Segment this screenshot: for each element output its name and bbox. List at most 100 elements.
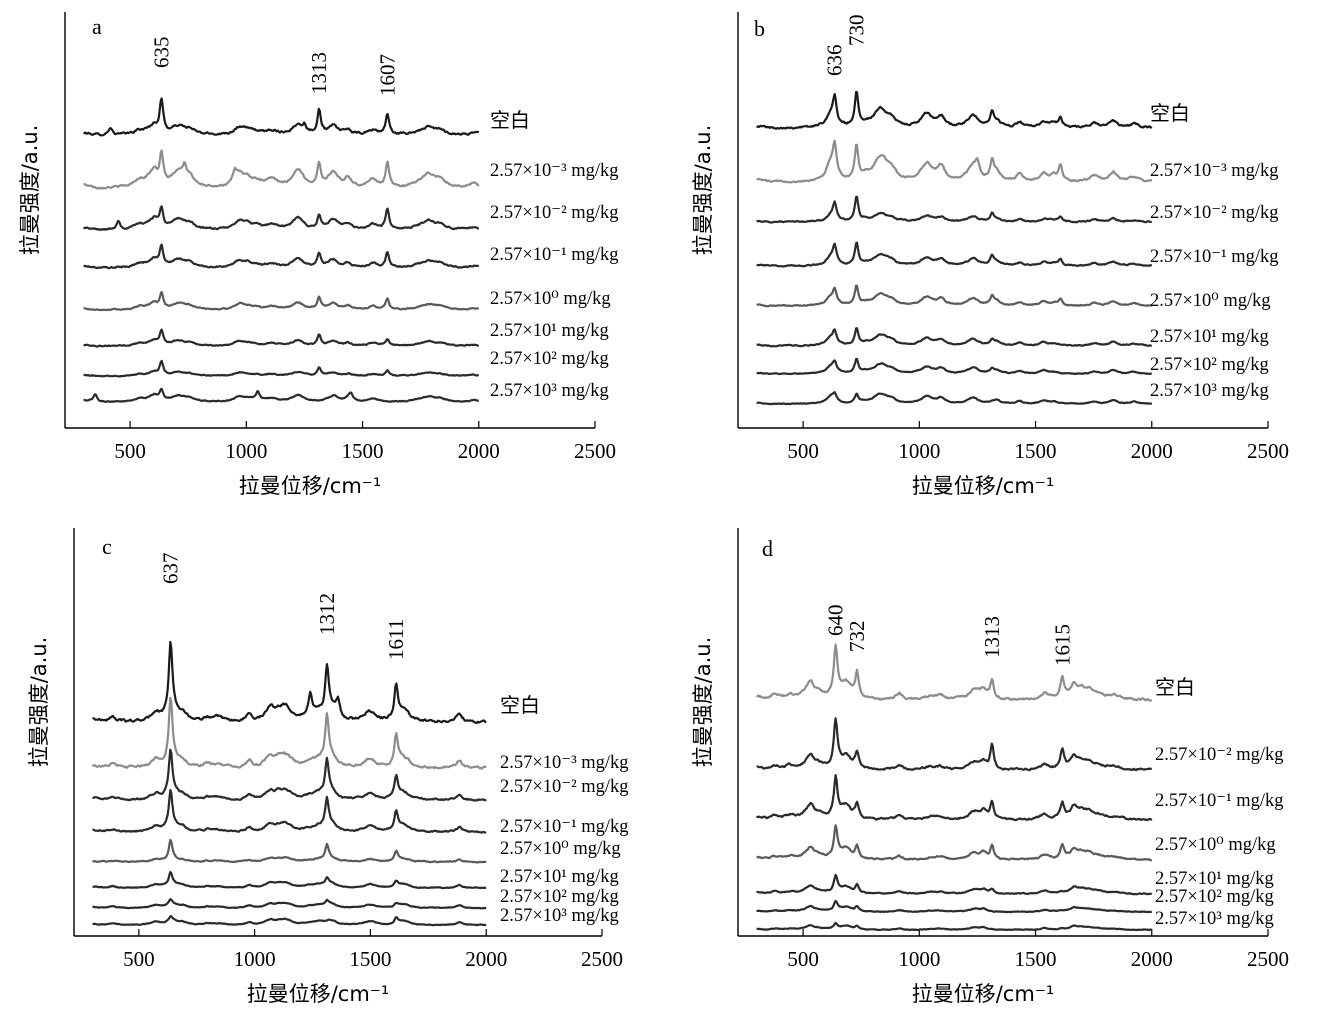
x-tick-label: 1000 [234, 947, 276, 971]
chart-panel-a: 500 1000 1500 2000 2500 拉曼位移/cm⁻¹ 拉曼强度/a.u. a 空白… [18, 12, 619, 498]
chart-panel-c: 500 1000 1500 2000 2500 拉曼位移/cm⁻¹ 拉曼强度/a.u. c 空白… [27, 528, 629, 1006]
x-tick-label: 500 [787, 439, 819, 463]
spectrum-line [83, 328, 479, 348]
spectrum-line [83, 359, 479, 378]
series-label: 2.57×10¹ mg/kg [500, 867, 619, 887]
peak-label: 732 [845, 621, 869, 653]
peak-label: 1313 [307, 52, 331, 94]
series-label: 2.57×10¹ mg/kg [490, 321, 609, 341]
spectrum-line [83, 243, 480, 270]
series-label: 2.57×10⁻² mg/kg [490, 203, 619, 223]
spectrum-line [83, 97, 480, 137]
spectrum-line [755, 774, 1153, 822]
spectrum-line [92, 789, 487, 834]
spectrum-line [92, 871, 487, 890]
x-tick-label: 1500 [342, 439, 384, 463]
series-label: 2.57×10² mg/kg [490, 349, 609, 369]
series-label: 2.57×10⁻¹ mg/kg [1155, 791, 1284, 811]
series-label: 2.57×10⁻² mg/kg [500, 777, 629, 797]
spectrum-line [756, 241, 1153, 268]
series-label: 2.57×10⁻² mg/kg [1150, 203, 1279, 223]
y-axis-title: 拉曼强度/a.u. [18, 125, 42, 256]
series-label: 2.57×10⁻¹ mg/kg [500, 817, 629, 837]
spectrum-line [92, 640, 487, 724]
series-label: 2.57×10¹ mg/kg [1155, 869, 1274, 889]
peak-label: 637 [159, 553, 183, 585]
series-label: 2.57×10⁻³ mg/kg [490, 161, 619, 181]
series-label: 2.57×10⁻³ mg/kg [500, 753, 629, 773]
spectrum-line [756, 899, 1153, 914]
spectrum-line [82, 205, 480, 232]
series-label: 2.57×10³ mg/kg [490, 381, 609, 401]
x-tick-label: 2500 [1247, 947, 1289, 971]
x-tick-label: 2000 [1131, 947, 1173, 971]
series-label: 2.57×10³ mg/kg [1155, 909, 1274, 929]
series-label: 2.57×10⁰ mg/kg [490, 289, 611, 309]
x-tick-label: 2000 [458, 439, 500, 463]
spectrum-line [756, 824, 1152, 862]
x-axis-title: 拉曼位移/cm⁻¹ [247, 982, 390, 1006]
peak-label: 640 [824, 605, 848, 637]
panel-label: d [762, 536, 773, 561]
series-label: 2.57×10³ mg/kg [1150, 381, 1269, 401]
x-axis-title: 拉曼位移/cm⁻¹ [912, 982, 1055, 1006]
x-tick-label: 2000 [1131, 439, 1173, 463]
x-tick-label: 1000 [898, 947, 940, 971]
series-label: 空白 [490, 108, 530, 132]
peak-label: 1313 [980, 616, 1004, 658]
panel-label: c [102, 534, 112, 559]
spectrum-line [756, 284, 1153, 308]
spectrum-line [83, 149, 480, 190]
spectrum-line [756, 327, 1152, 348]
x-tick-label: 2500 [581, 947, 623, 971]
series-label: 2.57×10² mg/kg [1155, 887, 1274, 907]
series-label: 2.57×10⁻¹ mg/kg [1150, 247, 1279, 267]
spectrum-line [91, 696, 487, 770]
x-tick-label: 1500 [349, 947, 391, 971]
chart-panel-d: 500 1000 1500 2000 2500 拉曼位移/cm⁻¹ 拉曼强度/a.u. d 空白… [691, 528, 1289, 1006]
series-label: 空白 [1150, 101, 1190, 125]
spectrum-line [756, 357, 1153, 376]
peak-label: 1615 [1050, 624, 1074, 666]
peak-label: 636 [823, 45, 847, 77]
x-tick-label: 1000 [225, 439, 267, 463]
y-axis-title: 拉曼强度/a.u. [27, 637, 51, 768]
spectrum-line [755, 90, 1153, 130]
chart-panel-b: 500 1000 1500 2000 2500 拉曼位移/cm⁻¹ 拉曼强度/a.u. b 空白… [691, 12, 1289, 498]
series-label: 2.57×10⁻³ mg/kg [1150, 161, 1279, 181]
series-label: 2.57×10³ mg/kg [500, 906, 619, 926]
spectrum-line [92, 838, 487, 864]
series-label: 2.57×10¹ mg/kg [1150, 327, 1269, 347]
spectrum-line [92, 915, 487, 927]
panel-label: a [92, 14, 102, 39]
x-tick-label: 1000 [898, 439, 940, 463]
series-label: 2.57×10⁰ mg/kg [1155, 835, 1276, 855]
spectrum-line [756, 139, 1153, 184]
x-tick-label: 2500 [1247, 439, 1289, 463]
spectrum-line [756, 643, 1153, 702]
series-label: 2.57×10⁰ mg/kg [1150, 291, 1271, 311]
spectrum-line [83, 387, 479, 403]
y-axis-title: 拉曼强度/a.u. [691, 125, 715, 256]
peak-label: 1607 [375, 54, 399, 96]
peak-label: 730 [845, 15, 869, 47]
spectrum-line [756, 391, 1153, 406]
x-tick-label: 500 [123, 947, 155, 971]
series-label: 2.57×10² mg/kg [500, 887, 619, 907]
x-axis-title: 拉曼位移/cm⁻¹ [239, 474, 382, 498]
series-label: 2.57×10⁰ mg/kg [500, 839, 621, 859]
x-tick-label: 2000 [465, 947, 507, 971]
peak-label: 1312 [315, 593, 339, 635]
series-label: 空白 [1155, 675, 1195, 699]
series-label: 2.57×10² mg/kg [1150, 355, 1269, 375]
spectrum-line [83, 291, 480, 312]
spectrum-line [92, 898, 487, 910]
spectrum-line [756, 195, 1152, 224]
y-axis-title: 拉曼强度/a.u. [691, 637, 715, 768]
series-label: 2.57×10⁻¹ mg/kg [490, 245, 619, 265]
series-label: 空白 [500, 693, 540, 717]
x-tick-label: 500 [114, 439, 146, 463]
x-tick-label: 2500 [574, 439, 616, 463]
spectrum-line [756, 921, 1153, 932]
